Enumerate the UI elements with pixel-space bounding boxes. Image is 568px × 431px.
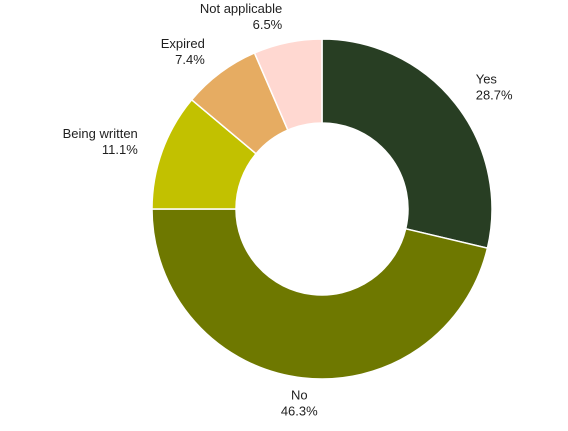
- slice-yes: [321, 38, 493, 250]
- slice-label-expired: Expired: [161, 36, 205, 51]
- slice-value-no: 46.3%: [281, 404, 318, 419]
- slice-value-expired: 7.4%: [175, 52, 205, 67]
- slice-not-applicable: [253, 38, 323, 132]
- slices-layer: [151, 38, 493, 380]
- slice-no: [151, 208, 489, 380]
- slice-value-yes: 28.7%: [476, 87, 513, 102]
- slice-label-not-applicable: Not applicable: [200, 1, 282, 16]
- slice-label-yes: Yes: [476, 71, 498, 86]
- slice-label-being-written: Being written: [63, 126, 138, 141]
- slice-value-being-written: 11.1%: [102, 142, 138, 157]
- slice-label-no: No: [291, 388, 308, 403]
- slice-value-not-applicable: 6.5%: [253, 17, 283, 32]
